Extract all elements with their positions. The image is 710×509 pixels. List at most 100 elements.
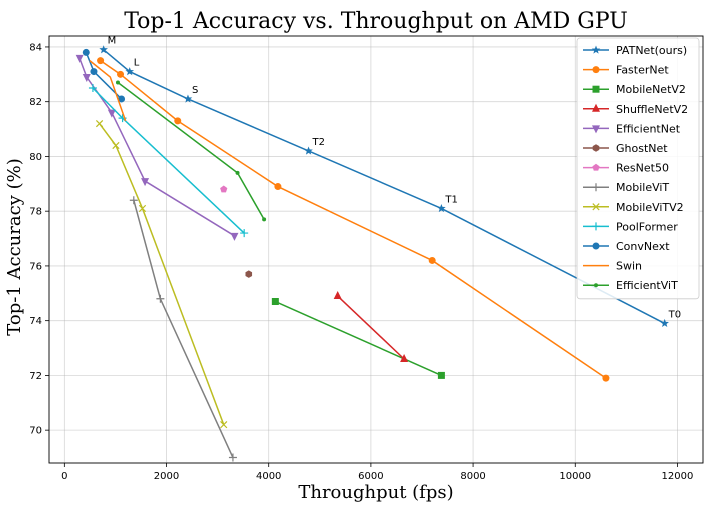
- data-point: [245, 270, 253, 278]
- point-label: L: [134, 58, 140, 69]
- y-tick-label: 84: [29, 42, 42, 53]
- legend-swatch-marker: [592, 242, 600, 250]
- series-layer: M L S T2 T1 T0: [75, 36, 681, 462]
- legend-swatch-marker: [592, 163, 600, 171]
- legend-swatch-marker: [592, 66, 600, 74]
- data-point: [174, 117, 182, 125]
- series-mobilevit: [129, 196, 237, 462]
- series-line-mobilevit: [133, 200, 234, 458]
- y-tick-label: 74: [29, 316, 42, 327]
- data-point: [112, 141, 120, 150]
- legend-item-efficientvit: EfficientViT: [583, 279, 678, 292]
- legend-label: MobileViTV2: [616, 201, 684, 214]
- legend-swatch-marker: [594, 283, 598, 288]
- legend-label: MobileNetV2: [616, 83, 686, 96]
- point-label: S: [192, 85, 198, 96]
- series-shufflenetv2: [333, 291, 409, 362]
- legend-label: ShuffleNetV2: [616, 103, 688, 116]
- data-point: [97, 57, 105, 65]
- legend-item-swin: Swin: [583, 260, 642, 273]
- data-point: [75, 54, 84, 63]
- data-point: [660, 318, 669, 328]
- legend-label: Swin: [616, 260, 642, 273]
- legend-item-poolformer: PoolFormer: [583, 220, 678, 233]
- axes: 0 2000 4000 6000 8000 10000 12000 70 72 74 76 78 80 8…: [29, 35, 704, 482]
- legend-swatch-marker: [592, 103, 600, 112]
- data-point: [138, 204, 147, 213]
- data-point: [88, 84, 97, 93]
- legend-swatch-marker: [592, 183, 600, 192]
- series-line-mobilenetv2: [275, 300, 442, 377]
- data-point: [117, 70, 125, 78]
- x-axis-label: Throughput (fps): [298, 482, 453, 503]
- series-line-mobilevitv2: [98, 123, 225, 425]
- series-mobilenetv2: [271, 298, 445, 379]
- legend-swatch-marker: [592, 203, 600, 211]
- x-tick-label: 8000: [460, 471, 485, 482]
- series-fasternet: [97, 57, 610, 382]
- plot-frame: [48, 35, 704, 464]
- series-line-patnet-ours: [103, 49, 666, 325]
- x-tick-label: 2000: [154, 471, 179, 482]
- y-tick-label: 80: [29, 152, 42, 163]
- x-tick-label: 4000: [256, 471, 281, 482]
- legend-label: ResNet50: [616, 162, 669, 175]
- data-point: [125, 67, 135, 76]
- series-ghostnet: [245, 270, 253, 278]
- data-point: [115, 80, 120, 85]
- legend-item-mobilenetv2: MobileNetV2: [583, 83, 686, 96]
- legend-item-efficientnet: EfficientNet: [583, 122, 681, 135]
- data-point: [230, 232, 239, 241]
- legend-box: [576, 37, 700, 300]
- data-point: [107, 109, 116, 118]
- data-point: [99, 45, 108, 54]
- legend-swatch-marker: [592, 85, 600, 93]
- legend-item-mobilevit: MobileViT: [583, 181, 669, 194]
- series-line-fasternet: [100, 60, 607, 379]
- data-point: [228, 453, 237, 462]
- data-point: [95, 119, 104, 128]
- data-point: [129, 196, 138, 205]
- data-point: [437, 371, 445, 379]
- x-tick-label: 12000: [662, 471, 694, 482]
- legend-label: MobileViT: [616, 181, 669, 194]
- data-point: [400, 353, 409, 362]
- legend-label: PoolFormer: [616, 220, 678, 233]
- data-point: [118, 95, 126, 103]
- series-efficientvit: [115, 80, 267, 222]
- series-swin: [89, 60, 127, 122]
- data-point: [271, 298, 279, 306]
- y-tick-label: 82: [29, 97, 42, 108]
- point-label: T2: [312, 137, 325, 148]
- legend-item-resnet50: ResNet50: [583, 162, 669, 175]
- legend-item-shufflenetv2: ShuffleNetV2: [583, 103, 688, 116]
- data-point: [235, 170, 240, 175]
- data-point: [141, 178, 150, 187]
- chart-title: Top-1 Accuracy vs. Throughput on AMD GPU: [124, 9, 628, 34]
- legend: PATNet(ours) FasterNet MobileNetV2 ShuffleN…: [576, 37, 700, 300]
- data-point: [82, 48, 90, 56]
- legend-swatch-marker: [592, 144, 600, 152]
- legend-item-patnet-ours: PATNet(ours): [583, 44, 687, 57]
- series-line-swin: [89, 60, 127, 122]
- legend-label: ConvNext: [616, 240, 670, 253]
- series-line-efficientvit: [117, 81, 265, 220]
- point-label: M: [108, 36, 117, 47]
- data-point: [274, 183, 282, 191]
- data-point: [333, 291, 342, 300]
- x-tick-label: 6000: [358, 471, 383, 482]
- series-efficientnet: [75, 54, 239, 241]
- legend-label: GhostNet: [616, 142, 668, 155]
- legend-item-convnext: ConvNext: [583, 240, 670, 253]
- data-point: [602, 374, 610, 382]
- data-point: [82, 74, 91, 83]
- y-tick-label: 78: [29, 207, 42, 218]
- data-point: [156, 294, 165, 303]
- data-point: [428, 256, 436, 264]
- legend-swatch-marker: [592, 222, 600, 231]
- legend-label: FasterNet: [616, 64, 669, 77]
- data-point: [90, 68, 98, 76]
- series-convnext: [82, 48, 126, 103]
- point-label: T0: [668, 309, 681, 320]
